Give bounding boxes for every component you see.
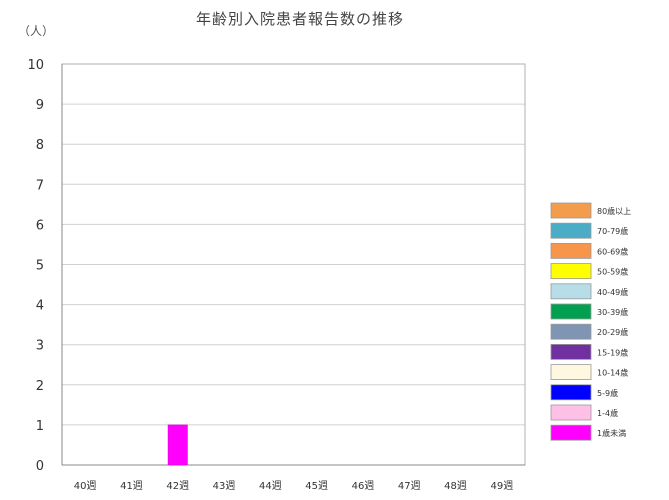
y-tick-label: 1 xyxy=(36,419,44,434)
legend-label: 1-4歳 xyxy=(597,408,618,418)
y-tick-label: 7 xyxy=(36,178,44,193)
legend-label: 40-49歳 xyxy=(597,287,628,297)
legend-label: 20-29歳 xyxy=(597,327,628,337)
legend-swatch xyxy=(550,283,592,300)
legend-swatch xyxy=(550,303,592,320)
x-tick-label: 43週 xyxy=(213,480,236,492)
legend-label: 80歳以上 xyxy=(597,206,631,216)
legend-label: 15-19歳 xyxy=(597,347,628,357)
legend-label: 5-9歳 xyxy=(597,388,618,398)
legend-label: 1歳未満 xyxy=(597,428,626,438)
bar-segment xyxy=(167,424,188,466)
legend-swatch xyxy=(550,424,592,441)
x-tick-label: 44週 xyxy=(259,480,282,492)
legend-swatch xyxy=(550,384,592,401)
x-tick-label: 45週 xyxy=(305,480,328,492)
legend-swatch xyxy=(550,202,592,219)
legend-swatch xyxy=(550,222,592,239)
y-tick-label: 10 xyxy=(27,58,44,73)
x-tick-label: 49週 xyxy=(490,480,513,492)
y-tick-label: 9 xyxy=(36,98,44,113)
legend-swatch xyxy=(550,404,592,421)
x-tick-label: 46週 xyxy=(352,480,375,492)
y-tick-label: 5 xyxy=(36,259,44,274)
y-tick-label: 4 xyxy=(36,299,44,314)
legend-swatch xyxy=(550,364,592,381)
legend-swatch xyxy=(550,343,592,360)
x-tick-label: 42週 xyxy=(166,480,189,492)
legend-swatch xyxy=(550,323,592,340)
y-tick-label: 8 xyxy=(36,138,44,153)
legend-label: 70-79歳 xyxy=(597,226,628,236)
legend-swatch xyxy=(550,242,592,259)
legend-label: 60-69歳 xyxy=(597,246,628,256)
y-tick-label: 0 xyxy=(36,459,44,474)
chart-title: 年齢別入院患者報告数の推移 xyxy=(195,10,404,28)
x-tick-label: 41週 xyxy=(120,480,143,492)
legend-label: 30-39歳 xyxy=(597,307,628,317)
y-tick-label: 3 xyxy=(36,339,44,354)
legend-label: 50-59歳 xyxy=(597,267,628,277)
x-tick-label: 47週 xyxy=(398,480,421,492)
legend-label: 10-14歳 xyxy=(597,368,628,378)
y-axis-unit-label: （人） xyxy=(18,24,55,38)
x-tick-label: 40週 xyxy=(74,480,97,492)
y-tick-label: 2 xyxy=(36,379,44,394)
x-tick-label: 48週 xyxy=(444,480,467,492)
legend-swatch xyxy=(550,263,592,280)
y-tick-label: 6 xyxy=(36,218,44,233)
